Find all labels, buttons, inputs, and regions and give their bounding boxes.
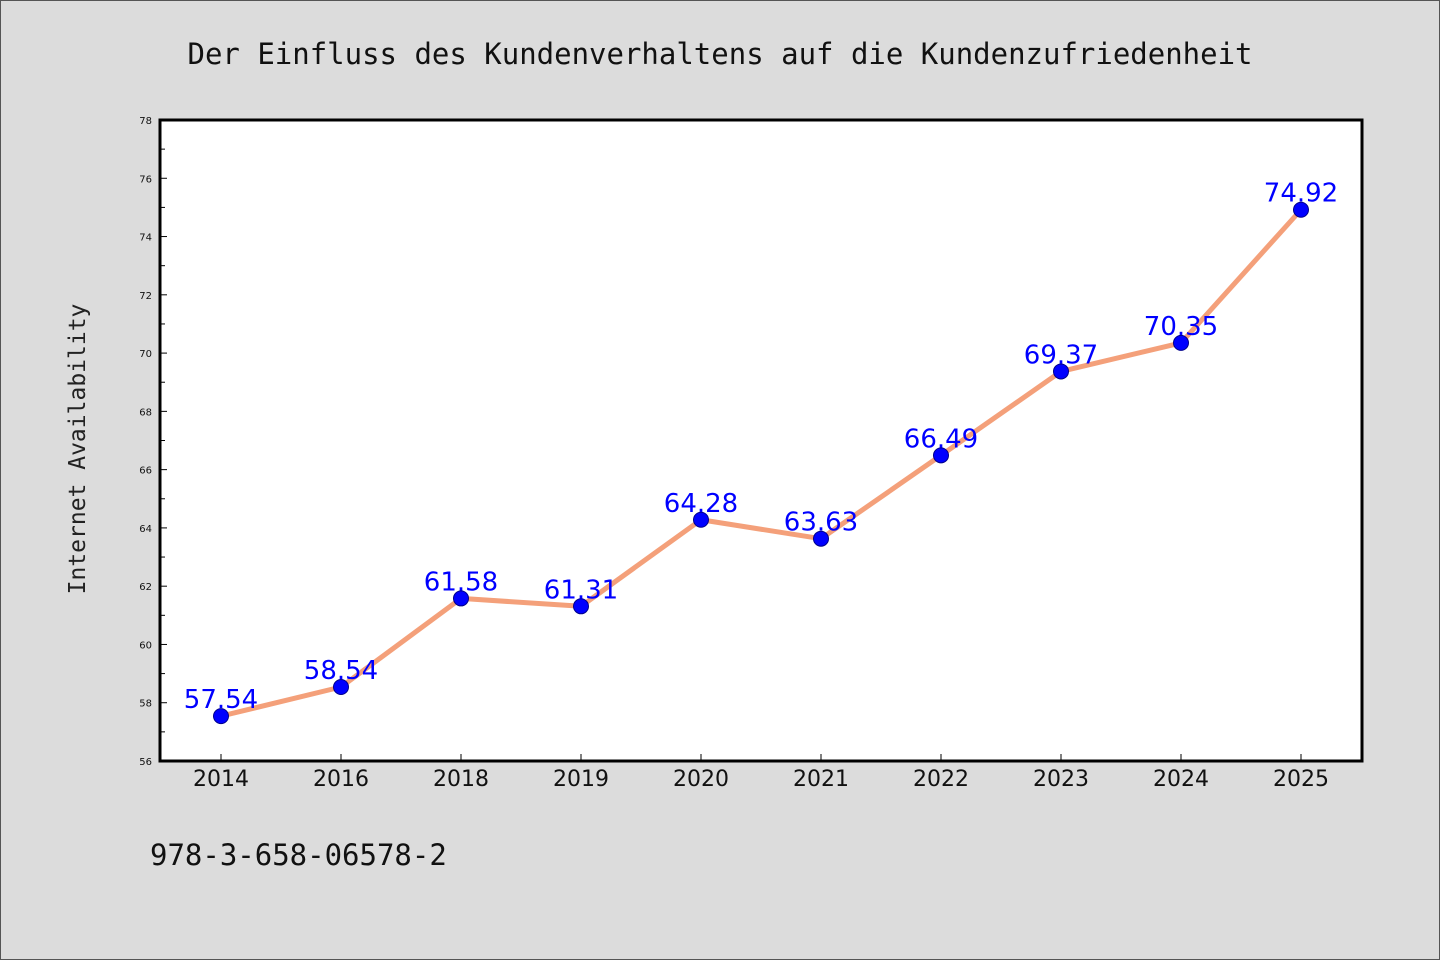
footer-code: 978-3-658-06578-2 [150,838,447,872]
y-tick-label: 56 [139,757,152,768]
y-tick-label: 68 [139,407,152,418]
y-tick-label: 72 [139,291,152,302]
plot-area [158,118,1364,763]
data-label: 63.63 [784,508,858,538]
data-point [573,598,589,615]
x-tick-label: 2016 [313,767,369,792]
y-tick-label: 58 [139,699,152,710]
y-axis: 56 58 60 62 64 66 68 70 72 74 76 78 [139,116,167,768]
data-label: 74.92 [1264,179,1338,209]
series-line [220,208,1303,719]
x-tick-label: 2019 [553,767,609,792]
data-label: 64.28 [664,489,738,519]
y-tick-label: 64 [139,524,152,535]
data-label: 61.31 [544,575,618,605]
data-point [333,678,349,695]
data-point [453,590,469,607]
y-tick-label: 78 [139,116,152,127]
data-labels: 57.54 58.54 61.58 61.31 64.28 63.63 66.49 69.37… [184,179,1338,715]
x-tick-label: 2022 [913,767,969,792]
chart-title: Der Einfluss des Kundenverhaltens auf di… [187,37,1252,71]
data-point [1293,201,1309,218]
y-tick-label: 60 [139,640,152,651]
y-tick-label: 76 [139,174,152,185]
x-tick-label: 2023 [1033,767,1089,792]
data-point [1053,363,1069,380]
y-tick-label: 66 [139,466,152,477]
data-label: 57.54 [184,685,258,715]
data-point [933,447,949,464]
y-tick-label: 62 [139,582,152,593]
data-label: 61.58 [424,567,498,597]
x-tick-label: 2014 [193,767,249,792]
data-label: 70.35 [1144,312,1218,342]
y-tick-label: 74 [139,233,152,244]
data-point [213,708,229,725]
data-point [693,511,709,528]
series-markers [213,201,1309,725]
x-tick-label: 2024 [1153,767,1209,792]
x-axis: 2014 2016 2018 2019 2020 2021 2022 2023 2024 2025 [193,754,1329,792]
x-tick-label: 2021 [793,767,849,792]
x-tick-label: 2025 [1273,767,1329,792]
data-label: 69.37 [1024,340,1098,370]
data-label: 58.54 [304,656,378,686]
data-point [1173,334,1189,351]
data-label: 66.49 [904,424,978,454]
x-tick-label: 2018 [433,767,489,792]
x-tick-label: 2020 [673,767,729,792]
data-point [813,530,829,547]
y-axis-label: Internet Availability [65,304,91,595]
y-tick-label: 70 [139,349,152,360]
